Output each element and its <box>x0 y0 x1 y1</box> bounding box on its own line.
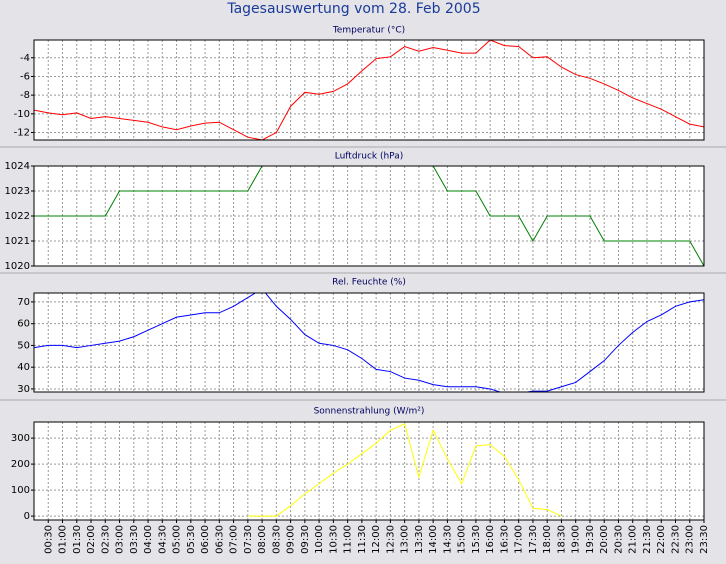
x-tick-label: 01:00 <box>58 525 69 554</box>
x-tick-label: 22:30 <box>670 525 681 554</box>
x-tick-label: 02:00 <box>86 525 97 554</box>
x-tick-label: 21:00 <box>628 525 639 554</box>
x-tick-label: 11:30 <box>357 525 368 554</box>
y-tick-label: 0 <box>24 511 30 522</box>
plot-area <box>34 40 704 140</box>
x-tick-label: 06:30 <box>214 525 225 554</box>
x-tick-label: 14:30 <box>442 525 453 554</box>
x-tick-label: 22:00 <box>656 525 667 554</box>
x-tick-label: 19:30 <box>585 525 596 554</box>
x-tick-label: 17:00 <box>514 525 525 554</box>
plot-area <box>34 422 704 520</box>
y-tick-label: 30 <box>17 384 30 395</box>
y-tick-label: 50 <box>17 340 30 351</box>
y-tick-label: -12 <box>14 128 30 139</box>
x-tick-label: 13:00 <box>400 525 411 554</box>
x-tick-label: 21:30 <box>642 525 653 554</box>
panel-title: Temperatur (°C) <box>332 26 405 36</box>
panel-title: Luftdruck (hPa) <box>335 152 404 162</box>
series-line <box>247 423 562 517</box>
x-tick-label: 01:30 <box>72 525 83 554</box>
y-tick-label: 1022 <box>5 211 30 222</box>
x-tick-label: 18:30 <box>556 525 567 554</box>
y-tick-label: -10 <box>14 109 30 120</box>
x-tick-label: 16:30 <box>499 525 510 554</box>
panel-title: Rel. Feuchte (%) <box>332 278 406 288</box>
y-tick-label: 1020 <box>5 261 30 272</box>
x-tick-label: 12:00 <box>371 525 382 554</box>
y-tick-label: 1023 <box>5 186 30 197</box>
plot-border <box>33 421 705 521</box>
y-tick-label: -6 <box>20 71 30 82</box>
x-tick-label: 20:30 <box>613 525 624 554</box>
x-tick-label: 04:00 <box>143 525 154 554</box>
y-tick-label: 100 <box>11 485 30 496</box>
y-tick-label: 40 <box>17 362 30 373</box>
y-tick-label: -8 <box>20 90 30 101</box>
plot-border <box>33 292 705 393</box>
x-tick-label: 05:30 <box>186 525 197 554</box>
plot-border <box>33 165 705 267</box>
x-tick-label: 19:00 <box>571 525 582 554</box>
x-tick-label: 16:00 <box>485 525 496 554</box>
x-tick-label: 03:00 <box>115 525 126 554</box>
x-tick-label: 14:00 <box>428 525 439 554</box>
x-tick-label: 07:00 <box>229 525 240 554</box>
y-tick-label: 1021 <box>5 236 30 247</box>
x-tick-label: 07:30 <box>243 525 254 554</box>
series-line <box>34 40 704 140</box>
y-tick-label: -4 <box>20 53 30 64</box>
plot-area <box>34 293 704 392</box>
y-tick-label: 300 <box>11 433 30 444</box>
x-tick-label: 15:00 <box>457 525 468 554</box>
x-tick-label: 02:30 <box>100 525 111 554</box>
x-tick-label: 10:00 <box>314 525 325 554</box>
x-tick-label: 15:30 <box>471 525 482 554</box>
x-tick-label: 00:30 <box>43 525 54 554</box>
x-tick-label: 08:30 <box>271 525 282 554</box>
x-tick-label: 23:30 <box>699 525 710 554</box>
series-line <box>34 293 704 392</box>
y-tick-label: 70 <box>17 297 30 308</box>
y-tick-label: 1024 <box>5 161 30 172</box>
y-tick-label: 200 <box>11 459 30 470</box>
series-line <box>34 166 704 266</box>
x-tick-label: 09:00 <box>286 525 297 554</box>
x-tick-label: 11:00 <box>343 525 354 554</box>
y-tick-label: 60 <box>17 319 30 330</box>
page-title: Tagesauswertung vom 28. Feb 2005 <box>226 1 480 17</box>
x-tick-label: 09:30 <box>300 525 311 554</box>
x-tick-label: 08:00 <box>257 525 268 554</box>
x-tick-label: 23:00 <box>685 525 696 554</box>
x-tick-label: 17:30 <box>528 525 539 554</box>
x-tick-label: 10:30 <box>328 525 339 554</box>
plot-area <box>34 166 704 266</box>
x-tick-label: 13:30 <box>414 525 425 554</box>
x-tick-label: 20:00 <box>599 525 610 554</box>
x-tick-label: 04:30 <box>157 525 168 554</box>
x-tick-label: 06:00 <box>200 525 211 554</box>
x-tick-label: 03:30 <box>129 525 140 554</box>
x-tick-label: 18:00 <box>542 525 553 554</box>
plot-border <box>33 39 705 141</box>
panel-title: Sonnenstrahlung (W/m²) <box>314 407 425 417</box>
x-tick-label: 12:30 <box>385 525 396 554</box>
x-tick-label: 05:00 <box>172 525 183 554</box>
